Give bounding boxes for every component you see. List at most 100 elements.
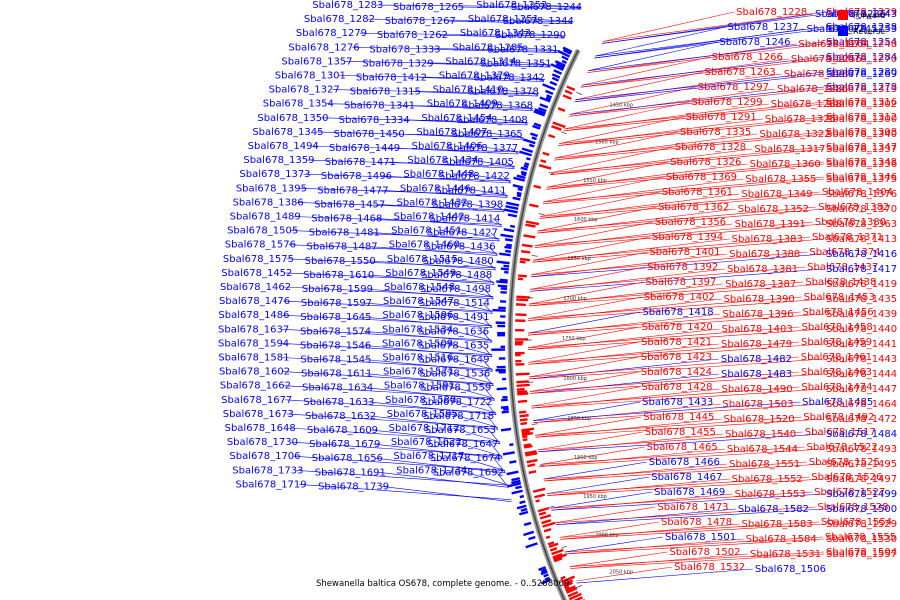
gene-label: Sbal678_1375 <box>826 174 897 185</box>
gene-leader-line <box>537 433 825 453</box>
gene-leader-line <box>366 387 495 401</box>
gene-label: Sbal678_1632 <box>305 411 376 422</box>
gene-leader-line <box>381 486 512 503</box>
gene-label: Sbal678_1509 <box>382 338 453 349</box>
gene-leader-line <box>499 190 508 198</box>
gene-feature-mark <box>521 147 533 153</box>
scale-tick-label: 1450 kbp <box>610 102 634 108</box>
gene-leader-line <box>457 455 506 472</box>
gene-leader-line <box>527 313 721 336</box>
gene-leader-line <box>576 568 753 584</box>
gene-feature-mark <box>548 133 556 139</box>
gene-leader-line <box>531 18 573 22</box>
gene-leader-line <box>547 478 730 496</box>
gene-label: Sbal678_1580 <box>385 395 456 406</box>
gene-leader-line <box>495 204 505 213</box>
gene-label: Sbal678_1596 <box>382 310 453 321</box>
gene-leader-line <box>509 61 552 66</box>
gene-leader-line <box>486 415 499 430</box>
gene-leader-line <box>516 47 559 51</box>
gene-leader-line <box>528 298 825 321</box>
gene-feature-mark <box>540 578 551 585</box>
gene-label: Sbal678_1229 <box>826 7 897 18</box>
gene-label: Sbal678_1412 <box>356 73 427 84</box>
gene-label: Sbal678_1656 <box>312 453 383 464</box>
gene-label: Sbal678_1505 <box>227 226 298 237</box>
gene-label: Sbal678_1448 <box>403 169 474 180</box>
gene-leader-line <box>367 18 573 22</box>
genome-caption: Shewanella baltica OS678, complete genom… <box>316 579 569 589</box>
gene-feature-mark <box>528 470 537 475</box>
gene-feature-mark <box>515 485 522 490</box>
gene-label: Sbal678_1457 <box>314 199 385 210</box>
gene-label: Sbal678_1316 <box>826 97 897 108</box>
gene-leader-line <box>397 133 523 140</box>
gene-label: Sbal678_1336 <box>826 159 897 170</box>
gene-leader-line <box>286 258 496 269</box>
gene-leader-line <box>460 470 509 486</box>
gene-label: Sbal678_1484 <box>826 429 897 440</box>
gene-leader-line <box>446 314 493 327</box>
gene-leader-line <box>515 133 523 140</box>
gene-label: Sbal678_1349 <box>741 189 812 200</box>
gene-label: Sbal678_1315 <box>350 87 421 98</box>
gene-feature-mark <box>549 547 558 552</box>
gene-label: Sbal678_1228 <box>736 7 807 18</box>
gene-leader-line <box>367 401 497 416</box>
gene-feature-mark <box>503 208 518 214</box>
gene-leader-line <box>537 206 817 232</box>
gene-leader-line <box>293 216 503 225</box>
gene-feature-mark <box>537 507 550 513</box>
gene-label: Sbal678_1718 <box>423 411 494 422</box>
gene-leader-line <box>388 161 515 169</box>
gene-label: Sbal678_1458 <box>802 322 873 333</box>
gene-leader-line <box>433 49 558 53</box>
gene-label: Sbal678_1633 <box>303 397 374 408</box>
gene-leader-line <box>581 56 710 86</box>
gene-feature-mark <box>523 444 533 449</box>
gene-label: Sbal678_1420 <box>642 322 713 333</box>
gene-leader-line <box>296 202 505 211</box>
gene-leader-line <box>490 103 534 109</box>
gene-label: Sbal678_1554 <box>821 517 892 528</box>
gene-leader-line <box>282 314 493 327</box>
gene-label: Sbal678_1489 <box>230 212 301 223</box>
gene-leader-line <box>282 329 493 341</box>
gene-label: Sbal678_1634 <box>302 383 373 394</box>
gene-leader-line <box>376 4 581 8</box>
gene-leader-line <box>490 232 500 242</box>
gene-feature-mark <box>499 278 508 282</box>
gene-leader-line <box>502 175 511 184</box>
gene-feature-mark <box>519 257 531 262</box>
gene-leader-line <box>532 238 825 263</box>
gene-leader-line <box>471 159 515 167</box>
gene-feature-mark <box>521 430 530 434</box>
gene-feature-mark <box>517 399 528 403</box>
gene-label: Sbal678_1446 <box>400 183 471 194</box>
gene-labels: Sbal678_1283 Sbal678_1265 Sbal678_1252Sbal… <box>218 0 897 575</box>
gene-feature-mark <box>516 191 522 196</box>
scale-tick-mark <box>576 91 583 95</box>
gene-leader-line <box>574 73 825 103</box>
gene-feature-mark <box>506 243 513 247</box>
gene-label: Sbal678_1494 <box>248 141 319 152</box>
gene-label: Sbal678_1395 <box>236 183 307 194</box>
gene-label: Sbal678_1712 <box>389 423 460 434</box>
gene-label: Sbal678_1436 <box>425 242 496 253</box>
gene-feature-mark <box>528 143 535 148</box>
gene-leader-line <box>530 266 806 290</box>
gene-leader-line <box>375 218 502 227</box>
gene-label: Sbal678_1447 <box>826 384 897 395</box>
gene-label: Sbal678_1514 <box>419 298 490 309</box>
gene-label: Sbal678_1333 <box>369 44 440 55</box>
gene-label: Sbal678_1522 <box>807 442 878 453</box>
gene-leader-line <box>282 371 494 385</box>
gene-feature-mark <box>507 482 522 488</box>
gene-label: Sbal678_1383 <box>732 234 803 245</box>
gene-leader-line <box>365 373 494 387</box>
gene-feature-mark <box>506 470 519 476</box>
gene-label: Sbal678_1382 <box>818 202 889 213</box>
gene-label: Sbal678_1492 <box>803 412 874 423</box>
gene-feature-mark <box>523 164 529 169</box>
gene-feature-mark <box>519 494 525 499</box>
